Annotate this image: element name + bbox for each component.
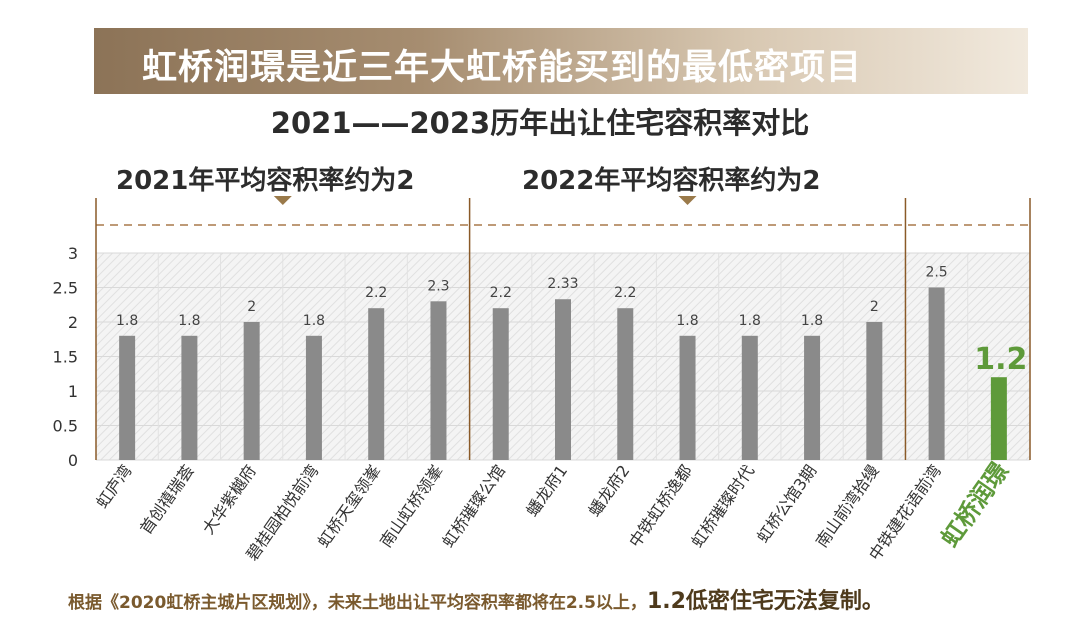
- bar-value-label: 1.8: [178, 313, 200, 329]
- period-marker-2021: [273, 196, 292, 205]
- bar-8: [555, 299, 571, 460]
- bar-9: [617, 308, 634, 460]
- title-banner: 虹桥润璟是近三年大虹桥能买到的最低密项目: [94, 28, 1028, 94]
- bar-13: [866, 322, 883, 460]
- bar-value-label: 1.8: [116, 313, 138, 329]
- bar-value-label: 1.8: [676, 313, 698, 329]
- bar-value-label: 2: [247, 299, 256, 315]
- x-tick-label: 蟠龙府1: [522, 461, 571, 520]
- bar-value-label: 1.8: [303, 313, 325, 329]
- y-tick-label: 1: [68, 382, 78, 401]
- bar-value-label: 1.2: [974, 342, 1027, 377]
- bar-6: [430, 301, 447, 460]
- x-tick-label: 中铁虹桥逸都: [625, 461, 696, 551]
- bar-12: [804, 335, 821, 460]
- bar-value-label: 2.2: [614, 285, 636, 301]
- x-tick-label: 虹庐湾: [92, 461, 135, 511]
- footer-text: 根据《2020虹桥主城片区规划》，未来土地出让平均容积率都将在2.5以上，: [68, 593, 647, 613]
- bar-value-label: 2.5: [925, 265, 947, 281]
- period-label-2022: 2022年平均容积率约为2: [522, 166, 821, 196]
- bar-11: [741, 335, 758, 460]
- y-tick-label: 0: [68, 451, 78, 470]
- chart-subtitle: 2021——2023历年出让住宅容积率对比: [270, 106, 810, 140]
- x-tick-label: 虹桥璀璨时代: [687, 461, 758, 551]
- footer-highlight: 1.2低密住宅无法复制。: [646, 589, 884, 614]
- bar-7: [492, 308, 509, 460]
- bar-value-label: 1.8: [739, 313, 761, 329]
- bar-value-label: 2.3: [427, 278, 449, 294]
- x-tick-label: 蟠龙府2: [585, 461, 634, 520]
- bar-5: [368, 308, 385, 460]
- bar-value-label: 1.8: [801, 313, 823, 329]
- bar-1: [119, 335, 136, 460]
- x-tick-label: 虹桥润璟: [936, 457, 1014, 552]
- bar-value-label: 2.2: [490, 285, 512, 301]
- y-tick-label: 2: [68, 313, 78, 332]
- bar-10: [679, 335, 696, 460]
- bar-15: [990, 377, 1007, 460]
- y-tick-label: 0.5: [53, 417, 78, 436]
- x-tick-label: 首创禧瑞荟: [136, 461, 197, 537]
- bar-value-label: 2: [870, 299, 879, 315]
- x-tick-label: 虹桥璀璨公馆: [438, 461, 509, 551]
- x-tick-label: 大华紫樾府: [198, 461, 259, 537]
- bar-14: [928, 287, 945, 460]
- x-tick-label: 虹桥公馆3期: [753, 461, 820, 546]
- bar-2: [181, 335, 198, 460]
- x-tick-label: 南山前湾拾缦: [812, 461, 883, 551]
- period-marker-2022: [678, 196, 697, 205]
- x-tick-label: 南山虹桥领峯: [376, 461, 447, 551]
- y-tick-label: 3: [68, 244, 78, 263]
- y-tick-label: 2.5: [53, 279, 78, 298]
- bar-3: [243, 322, 260, 460]
- bar-4: [305, 335, 322, 460]
- banner-title: 虹桥润璟是近三年大虹桥能买到的最低密项目: [142, 48, 863, 88]
- period-label-2021: 2021年平均容积率约为2: [116, 166, 415, 196]
- y-tick-label: 1.5: [53, 348, 78, 367]
- bar-value-label: 2.2: [365, 285, 387, 301]
- footer-note: 根据《2020虹桥主城片区规划》，未来土地出让平均容积率都将在2.5以上，1.2…: [68, 583, 884, 615]
- x-tick-label: 虹桥天玺领峯: [314, 461, 385, 551]
- bar-value-label: 2.33: [547, 276, 578, 292]
